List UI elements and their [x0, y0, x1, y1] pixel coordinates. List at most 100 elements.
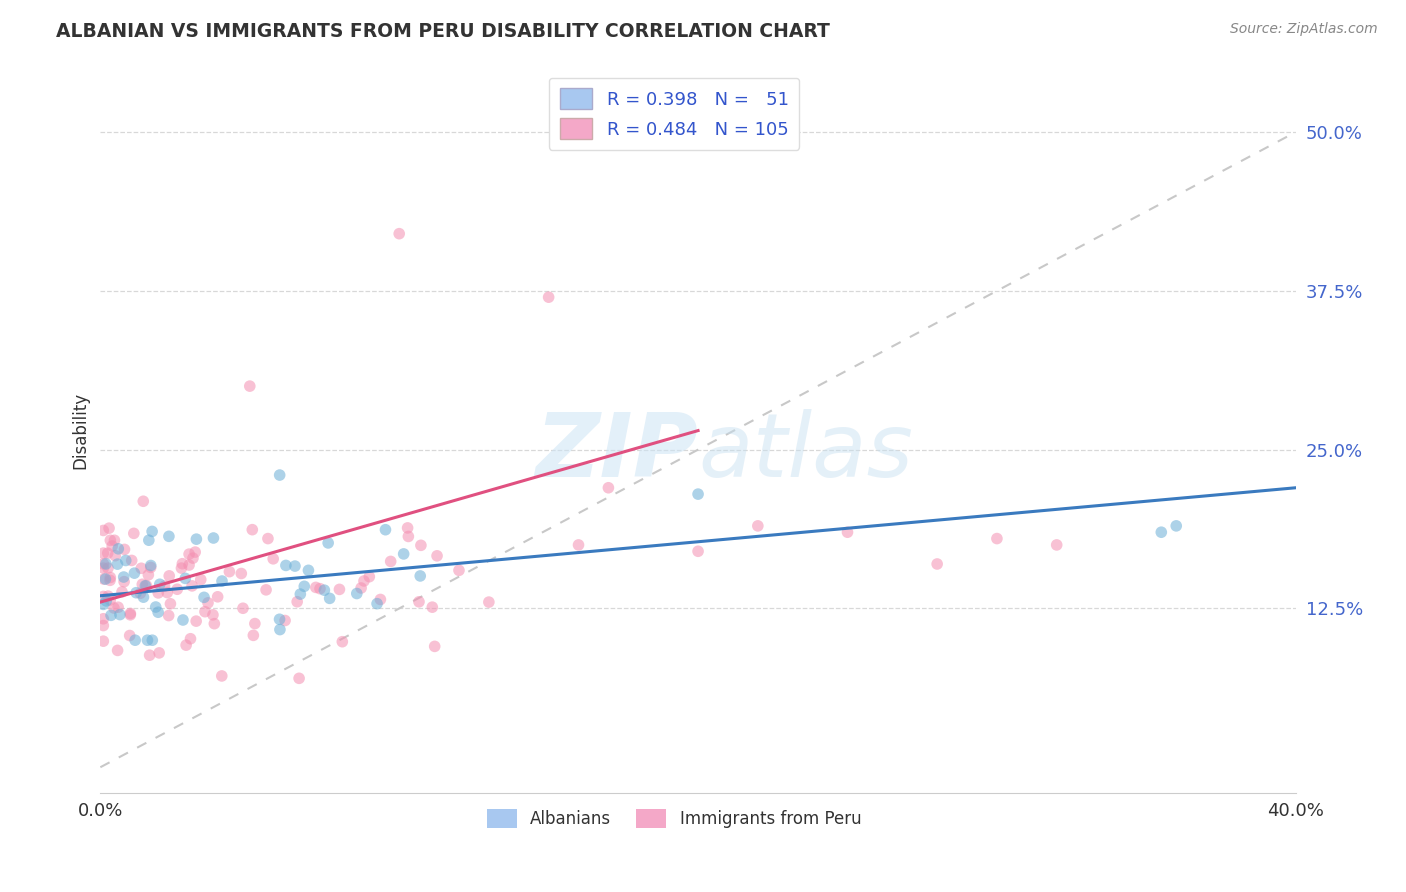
Point: [94, 557, 117, 571]
Point: [1046, 538, 1069, 552]
Point: [314, 583, 336, 598]
Point: [328, 582, 350, 597]
Point: [174, 571, 197, 585]
Point: [181, 551, 204, 566]
Point: [145, 600, 167, 615]
Point: [392, 547, 415, 561]
Point: [232, 601, 254, 615]
Point: [138, 567, 160, 582]
Point: [101, 539, 124, 553]
Text: ALBANIAN VS IMMIGRANTS FROM PERU DISABILITY CORRELATION CHART: ALBANIAN VS IMMIGRANTS FROM PERU DISABIL…: [56, 22, 830, 41]
Point: [135, 578, 157, 592]
Point: [388, 227, 411, 241]
Point: [136, 633, 159, 648]
Point: [157, 569, 180, 583]
Point: [202, 616, 225, 631]
Text: atlas: atlas: [697, 409, 912, 495]
Point: [166, 582, 188, 597]
Point: [98, 521, 121, 535]
Legend: Albanians, Immigrants from Peru: Albanians, Immigrants from Peru: [481, 803, 868, 835]
Point: [107, 557, 129, 571]
Point: [139, 558, 162, 573]
Point: [125, 585, 148, 599]
Point: [114, 553, 136, 567]
Point: [148, 586, 170, 600]
Point: [159, 597, 181, 611]
Point: [179, 632, 201, 646]
Point: [193, 591, 215, 605]
Point: [129, 561, 152, 575]
Point: [124, 633, 146, 648]
Point: [138, 648, 160, 663]
Point: [207, 590, 229, 604]
Point: [153, 579, 176, 593]
Point: [97, 561, 120, 575]
Point: [353, 574, 375, 588]
Point: [157, 529, 180, 543]
Point: [292, 579, 315, 593]
Point: [91, 590, 114, 604]
Point: [305, 581, 328, 595]
Point: [297, 563, 319, 577]
Point: [374, 523, 396, 537]
Text: Source: ZipAtlas.com: Source: ZipAtlas.com: [1230, 22, 1378, 37]
Point: [98, 574, 121, 588]
Point: [97, 546, 120, 560]
Point: [409, 569, 432, 583]
Point: [139, 560, 162, 574]
Point: [927, 557, 949, 571]
Point: [138, 533, 160, 548]
Point: [172, 613, 194, 627]
Point: [112, 574, 135, 589]
Point: [598, 481, 620, 495]
Point: [174, 638, 197, 652]
Point: [350, 581, 373, 595]
Point: [231, 566, 253, 581]
Point: [190, 573, 212, 587]
Point: [285, 595, 308, 609]
Point: [686, 544, 709, 558]
Point: [149, 577, 172, 591]
Point: [122, 526, 145, 541]
Point: [396, 521, 419, 535]
Point: [108, 607, 131, 622]
Point: [184, 545, 207, 559]
Point: [986, 532, 1008, 546]
Point: [97, 589, 120, 603]
Point: [91, 612, 114, 626]
Point: [93, 572, 115, 586]
Point: [211, 574, 233, 588]
Point: [91, 524, 114, 538]
Point: [330, 634, 353, 648]
Point: [1166, 519, 1188, 533]
Point: [103, 601, 125, 615]
Point: [284, 559, 307, 574]
Point: [1150, 525, 1173, 540]
Point: [201, 607, 224, 622]
Point: [257, 532, 280, 546]
Point: [202, 531, 225, 545]
Point: [98, 593, 121, 607]
Point: [274, 558, 297, 573]
Point: [288, 671, 311, 685]
Point: [408, 595, 430, 609]
Point: [114, 542, 136, 557]
Point: [107, 643, 129, 657]
Point: [274, 614, 297, 628]
Point: [98, 533, 121, 548]
Point: [346, 586, 368, 600]
Point: [186, 614, 208, 628]
Point: [146, 605, 169, 619]
Point: [93, 561, 115, 575]
Point: [177, 558, 200, 572]
Point: [837, 525, 859, 540]
Point: [211, 669, 233, 683]
Point: [134, 579, 156, 593]
Point: [316, 536, 339, 550]
Point: [111, 585, 134, 599]
Point: [537, 290, 560, 304]
Point: [124, 566, 146, 581]
Point: [366, 597, 388, 611]
Point: [107, 600, 129, 615]
Point: [426, 549, 449, 563]
